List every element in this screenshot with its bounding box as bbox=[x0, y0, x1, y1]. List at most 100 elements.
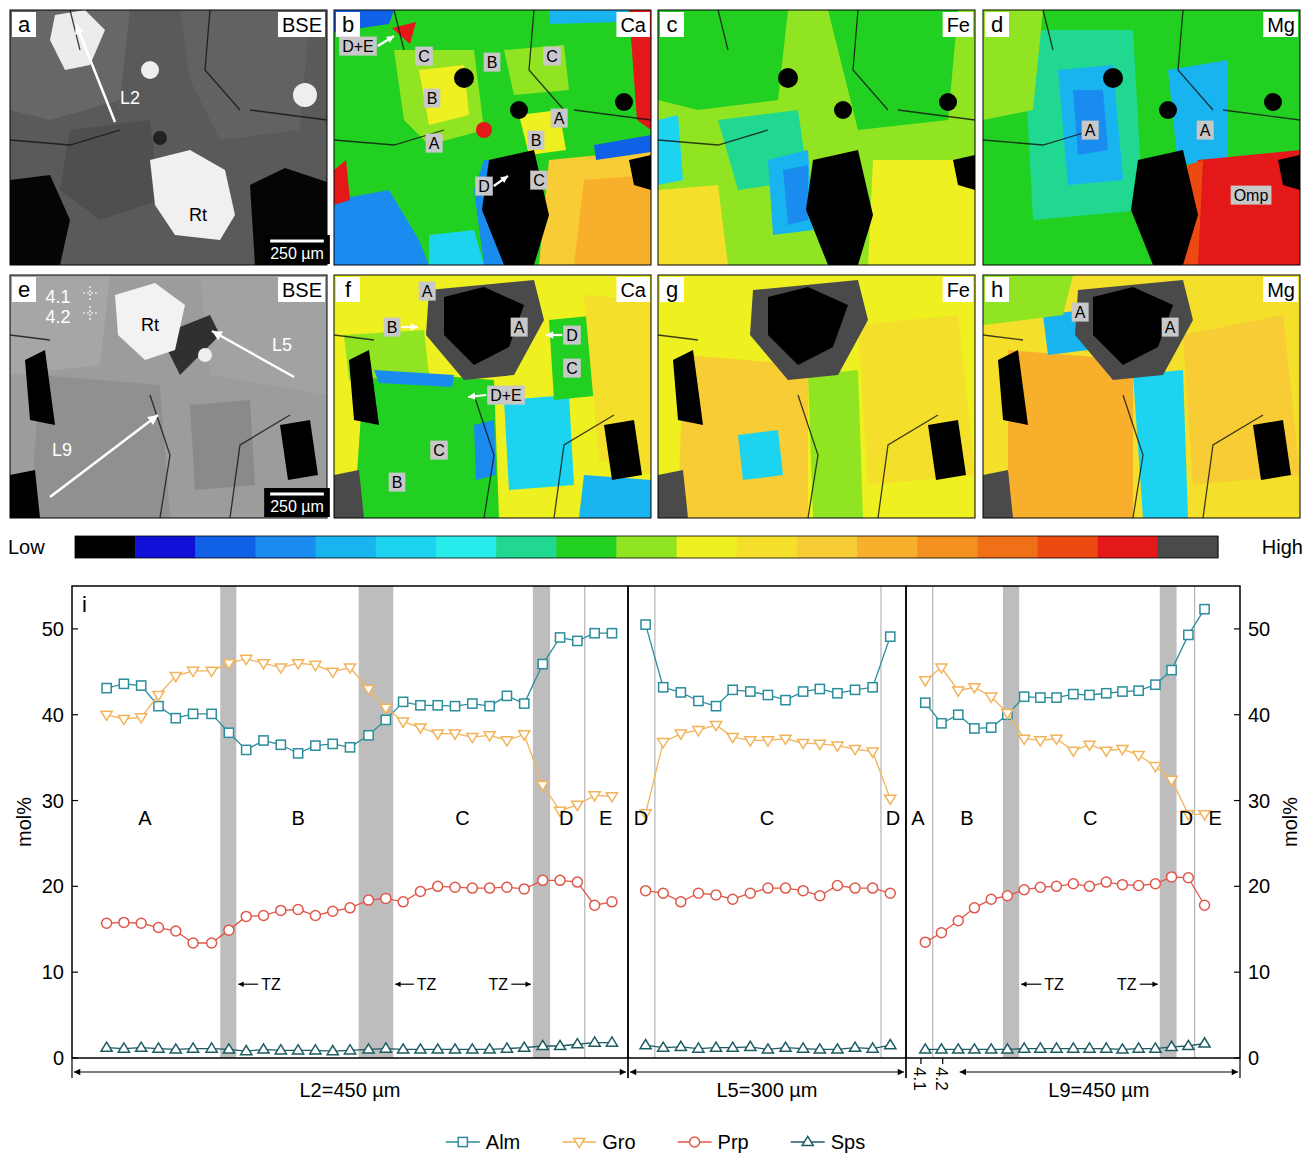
data-point bbox=[311, 741, 320, 750]
data-point bbox=[224, 925, 234, 935]
data-point bbox=[1084, 1043, 1095, 1052]
data-point bbox=[780, 735, 791, 744]
colorbar-cell bbox=[977, 536, 1038, 558]
grain bbox=[828, 10, 958, 130]
data-point bbox=[1068, 747, 1079, 756]
crack bbox=[205, 10, 240, 110]
map-background bbox=[334, 10, 651, 265]
data-point bbox=[1133, 751, 1144, 760]
grain bbox=[1023, 30, 1143, 220]
plot-frame bbox=[906, 586, 1240, 1058]
data-point bbox=[1019, 735, 1030, 744]
data-point bbox=[728, 894, 738, 904]
map-background bbox=[10, 10, 327, 265]
data-point bbox=[1052, 881, 1062, 891]
letter-box bbox=[985, 12, 1009, 37]
data-point bbox=[936, 928, 946, 938]
y-tick bbox=[72, 800, 78, 801]
arrow-head bbox=[898, 1069, 904, 1075]
grain bbox=[150, 150, 235, 240]
data-point bbox=[780, 1042, 791, 1051]
data-point bbox=[849, 1042, 860, 1051]
data-point bbox=[1051, 735, 1062, 744]
data-point bbox=[1069, 690, 1078, 699]
zone-boundary bbox=[1194, 586, 1195, 1058]
map-annotation: B bbox=[487, 54, 498, 71]
data-point bbox=[658, 739, 669, 748]
data-point bbox=[554, 1040, 565, 1049]
grain bbox=[615, 93, 633, 111]
grain bbox=[998, 350, 1028, 425]
map-annotation: A bbox=[1200, 122, 1211, 139]
map-annotation: Rt bbox=[141, 315, 159, 335]
map-frame bbox=[658, 10, 975, 265]
data-point bbox=[224, 728, 233, 737]
transition-band bbox=[1160, 586, 1177, 1058]
grain bbox=[354, 370, 499, 518]
data-point bbox=[641, 886, 651, 896]
band-label: TZ bbox=[1044, 976, 1064, 993]
data-point bbox=[953, 687, 964, 696]
spot-tick bbox=[942, 1058, 943, 1064]
map-label: Ca bbox=[620, 279, 646, 301]
grain bbox=[953, 155, 975, 190]
scale-bar-box bbox=[264, 488, 330, 517]
data-point bbox=[206, 1043, 217, 1052]
map-background bbox=[983, 275, 1300, 518]
arrow-head bbox=[74, 1069, 80, 1075]
arrow-head bbox=[411, 323, 418, 330]
map-image bbox=[334, 10, 651, 265]
series-line bbox=[646, 625, 891, 707]
crack bbox=[1223, 110, 1300, 120]
data-point bbox=[920, 677, 931, 686]
data-point bbox=[449, 730, 460, 739]
letter-box bbox=[336, 12, 360, 37]
zone-label: B bbox=[291, 807, 304, 829]
label-box bbox=[943, 12, 973, 37]
data-point bbox=[467, 1044, 478, 1053]
map-annotation: Rt bbox=[189, 205, 207, 225]
y-tick-label: 10 bbox=[42, 961, 64, 983]
grain bbox=[250, 168, 327, 265]
data-point bbox=[814, 740, 825, 749]
data-point bbox=[223, 1044, 234, 1053]
panel-letter: i bbox=[82, 592, 87, 617]
zone-label: E bbox=[1208, 807, 1221, 829]
data-point bbox=[936, 664, 947, 673]
data-point bbox=[398, 1044, 409, 1053]
plot-frame bbox=[628, 586, 906, 1058]
data-point bbox=[450, 702, 459, 711]
data-point bbox=[363, 1044, 374, 1053]
arrow-head bbox=[630, 1069, 636, 1075]
map-annotation: D+E bbox=[342, 38, 374, 55]
plot-frame bbox=[72, 586, 628, 1058]
data-point bbox=[850, 685, 859, 694]
map-image bbox=[334, 275, 651, 518]
data-point bbox=[590, 900, 600, 910]
data-point bbox=[710, 1042, 721, 1051]
grain bbox=[629, 155, 651, 190]
map-label: Fe bbox=[947, 14, 970, 36]
data-point bbox=[1166, 1041, 1177, 1050]
map-frame bbox=[658, 275, 975, 518]
map-panel: cFe bbox=[658, 10, 975, 265]
y-tick-label: 40 bbox=[42, 704, 64, 726]
data-point bbox=[467, 883, 477, 893]
arrow-head bbox=[75, 24, 84, 35]
grain bbox=[50, 10, 105, 70]
data-point bbox=[658, 888, 668, 898]
series-line bbox=[925, 877, 1204, 942]
transition-band bbox=[359, 586, 394, 1058]
map-label: Fe bbox=[947, 279, 970, 301]
grain bbox=[673, 350, 703, 425]
data-point bbox=[101, 1042, 112, 1051]
map-frame bbox=[10, 275, 327, 518]
map-image bbox=[10, 275, 327, 518]
data-point bbox=[1019, 885, 1029, 895]
crack bbox=[983, 335, 1023, 340]
crack bbox=[878, 415, 938, 518]
data-point bbox=[310, 1045, 321, 1054]
label-box bbox=[1263, 12, 1298, 37]
data-point bbox=[415, 724, 426, 733]
arrow-head bbox=[526, 981, 531, 986]
